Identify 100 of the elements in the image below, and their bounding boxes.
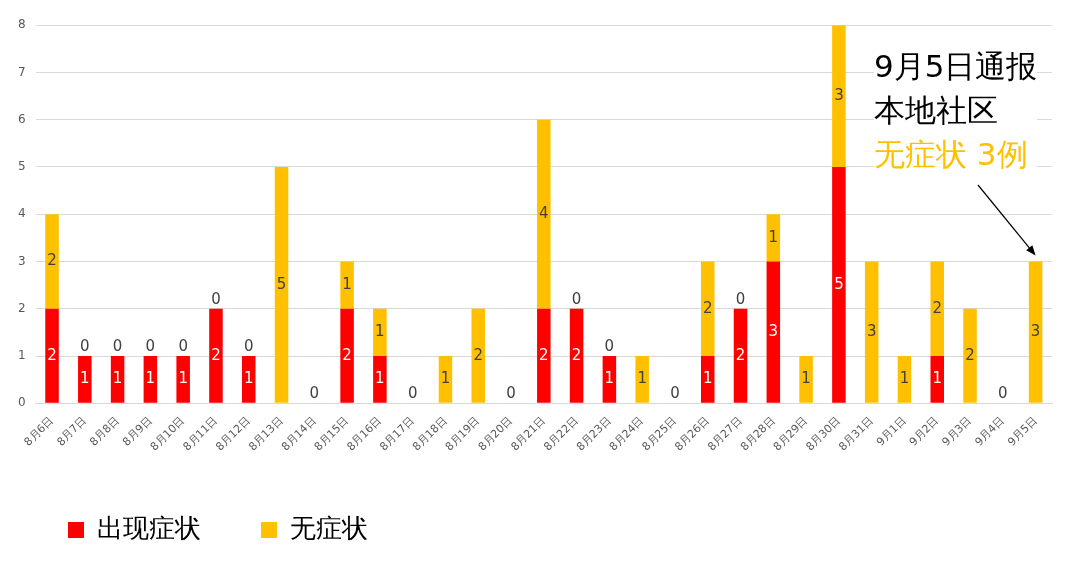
bar (930, 261, 945, 357)
data-label: 1 (375, 322, 385, 341)
bar (45, 214, 59, 309)
data-label: 2 (211, 345, 221, 364)
data-label: 0 (211, 289, 221, 308)
data-label: 0 (178, 336, 188, 355)
bar (766, 261, 781, 403)
x-tick-label: 8月6日 (21, 413, 57, 449)
data-label: 0 (571, 289, 582, 308)
bar (799, 356, 813, 403)
data-label: 5 (834, 274, 844, 293)
data-label: 1 (112, 369, 123, 388)
x-tick-label: 9月5日 (1005, 413, 1040, 449)
data-label: 3 (834, 85, 844, 104)
bar (537, 119, 551, 309)
data-label: 0 (670, 384, 680, 403)
bar (241, 356, 256, 403)
data-label: 0 (604, 336, 615, 355)
data-label: 1 (243, 369, 254, 388)
data-label: 0 (112, 336, 123, 355)
bar (373, 308, 387, 357)
data-label: 2 (342, 345, 352, 364)
bar (1028, 261, 1043, 403)
data-label: 0 (243, 336, 254, 355)
data-label: 0 (506, 384, 516, 403)
legend-label: 无症状 (290, 512, 368, 543)
bar (209, 308, 223, 403)
bar (340, 261, 354, 309)
y-tick-label: 1 (17, 348, 26, 363)
annotation: 9月5日通报 (874, 47, 1038, 86)
data-label: 2 (965, 345, 975, 364)
bar (340, 308, 354, 403)
y-tick-label: 5 (17, 159, 26, 174)
annotation: 本地社区 (874, 91, 999, 130)
bar (537, 308, 551, 403)
data-label: 2 (539, 345, 549, 364)
y-tick-label: 2 (17, 300, 26, 315)
bar (78, 356, 92, 403)
data-label: 1 (145, 369, 156, 388)
y-tick-label: 8 (17, 17, 26, 32)
data-label: 1 (932, 369, 943, 388)
data-label: 2 (735, 345, 746, 364)
data-label: 1 (342, 275, 352, 294)
data-label: 5 (276, 274, 287, 293)
data-label: 1 (80, 369, 90, 388)
bar (832, 166, 846, 403)
bar (45, 308, 59, 403)
x-tick-label: 9月3日 (939, 413, 975, 449)
x-tick-label: 9月4日 (972, 413, 1007, 449)
data-label: 1 (375, 369, 385, 388)
x-tick-label: 9月1日 (873, 413, 909, 449)
data-label: 1 (768, 227, 779, 246)
data-label: 1 (702, 369, 713, 388)
bar (110, 356, 125, 403)
bar (471, 308, 486, 403)
data-label: 0 (407, 384, 418, 403)
x-tick-label: 8月8日 (87, 413, 122, 449)
y-tick-label: 7 (17, 64, 26, 79)
data-label: 4 (539, 204, 549, 223)
data-label: 1 (637, 369, 647, 388)
bar (864, 261, 879, 403)
bar (635, 356, 649, 403)
data-label: 1 (604, 369, 615, 388)
data-label: 0 (735, 289, 746, 308)
data-label: 0 (145, 336, 156, 355)
data-label: 2 (473, 345, 484, 364)
y-tick-label: 0 (17, 395, 26, 410)
bar (569, 308, 584, 403)
data-label: 2 (47, 345, 57, 364)
data-label: 1 (801, 369, 811, 388)
bar (897, 356, 912, 403)
bar (438, 356, 453, 403)
data-label: 1 (178, 369, 188, 388)
bar (733, 308, 748, 403)
data-label: 1 (899, 369, 910, 388)
y-tick-label: 4 (17, 206, 26, 221)
bar (700, 261, 715, 357)
data-label: 3 (768, 322, 779, 341)
bar (930, 356, 945, 403)
data-label: 0 (80, 336, 90, 355)
bar (274, 166, 289, 403)
data-label: 0 (998, 384, 1008, 403)
data-label: 2 (571, 345, 582, 364)
data-label: 0 (309, 384, 320, 403)
x-tick-label: 8月7日 (54, 413, 89, 449)
data-label: 3 (866, 322, 877, 341)
bar (700, 356, 715, 403)
y-tick-label: 6 (17, 111, 26, 126)
data-label: 2 (932, 298, 943, 317)
bar (832, 25, 846, 167)
bar (963, 308, 977, 403)
data-label: 2 (702, 298, 713, 317)
annotation: 无症状 3例 (874, 135, 1029, 174)
bar (373, 356, 387, 403)
x-tick-label: 9月2日 (906, 413, 942, 449)
legend-label: 出现症状 (97, 512, 201, 543)
data-label: 2 (47, 251, 57, 270)
data-label: 3 (1030, 322, 1041, 341)
data-label: 1 (440, 369, 451, 388)
bar (176, 356, 190, 403)
